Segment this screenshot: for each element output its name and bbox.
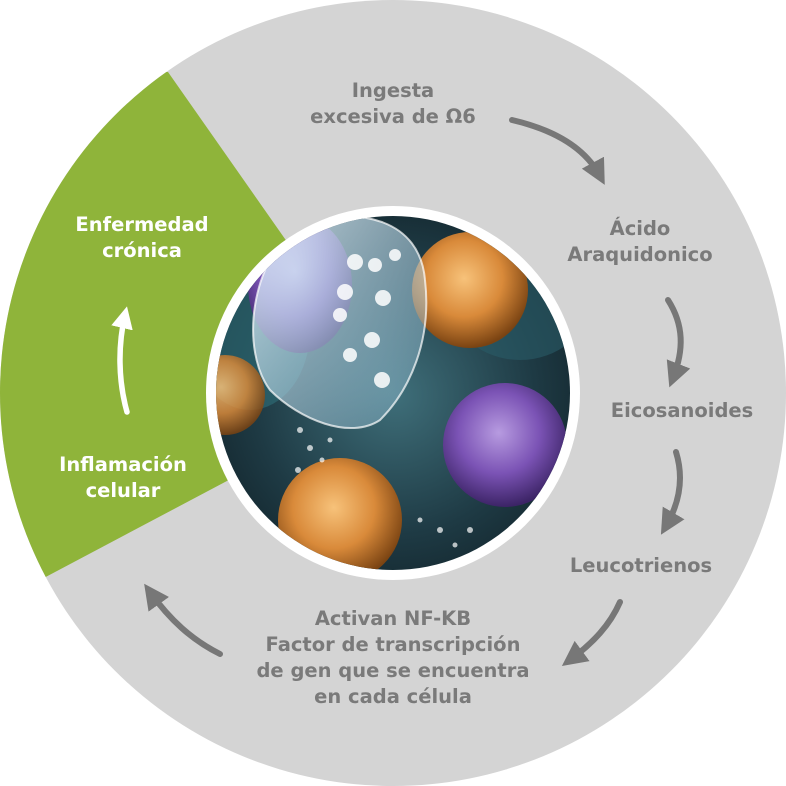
label-ingesta: Ingesta excesiva de Ω6 bbox=[310, 78, 476, 130]
label-activan-line3: de gen que se encuentra bbox=[256, 659, 530, 682]
label-eicosanoides: Eicosanoides bbox=[611, 398, 753, 424]
arrow-activan-to-inflamacion bbox=[144, 583, 223, 657]
label-activan-line2: Factor de transcripción bbox=[265, 633, 521, 656]
label-ingesta-line2: excesiva de Ω6 bbox=[310, 105, 476, 128]
label-activan: Activan NF-KB Factor de transcripción de… bbox=[256, 606, 529, 710]
arrow-acido-to-eicosanoides bbox=[665, 297, 691, 388]
arrow-ingesta-to-acido bbox=[509, 117, 605, 185]
label-enfermedad: Enfermedad crónica bbox=[75, 212, 208, 264]
label-leucotrienos: Leucotrienos bbox=[570, 553, 712, 579]
label-activan-line1: Activan NF-KB bbox=[314, 607, 472, 630]
label-acido-line1: Ácido bbox=[609, 217, 671, 240]
arrow-eicosanoides-to-leucotrienos bbox=[660, 449, 685, 535]
green-segment bbox=[0, 60, 393, 600]
label-eicosanoides-line1: Eicosanoides bbox=[610, 399, 754, 422]
label-ingesta-line1: Ingesta bbox=[351, 79, 435, 102]
label-inflamacion: Inflamación celular bbox=[59, 452, 187, 504]
label-activan-line4: en cada célula bbox=[314, 685, 472, 708]
label-acido: Ácido Araquidonico bbox=[567, 216, 712, 268]
arrow-inflamacion-to-enfermedad bbox=[111, 306, 133, 415]
label-enfermedad-line2: crónica bbox=[102, 239, 182, 262]
label-acido-line2: Araquidonico bbox=[567, 243, 713, 266]
label-inflamacion-line2: celular bbox=[85, 479, 161, 502]
arrow-leucotrienos-to-activan bbox=[561, 599, 623, 666]
label-inflamacion-line1: Inflamación bbox=[59, 453, 187, 476]
label-enfermedad-line1: Enfermedad bbox=[75, 213, 209, 236]
label-leucotrienos-line1: Leucotrienos bbox=[569, 554, 713, 577]
